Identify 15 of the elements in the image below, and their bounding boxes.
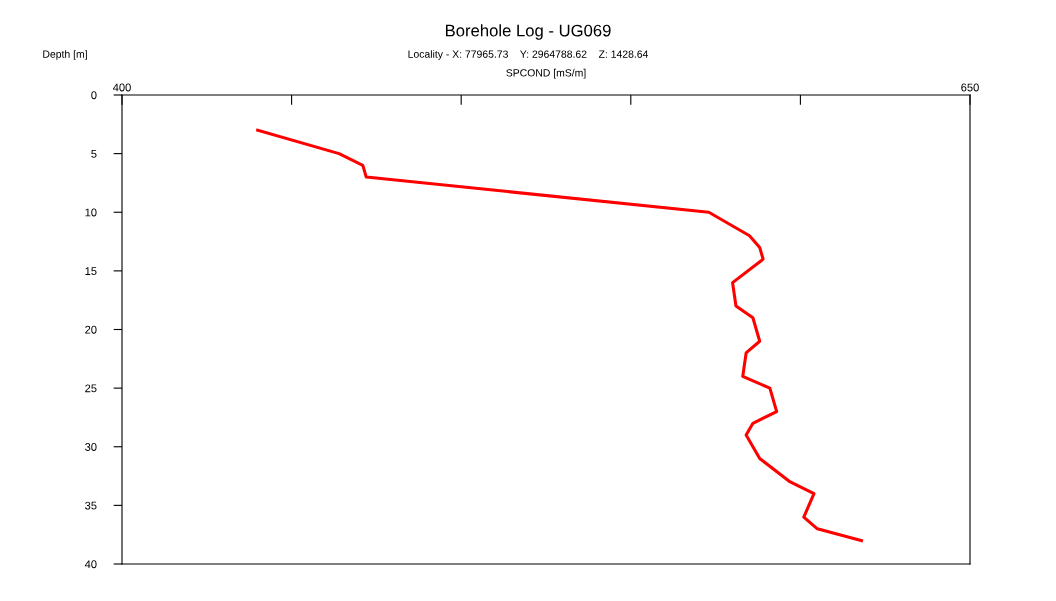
y-tick-label: 25 [85,384,97,393]
y-tick-label: 15 [85,267,97,276]
x-axis-title: SPCOND [mS/m] [506,68,586,79]
chart-title: Borehole Log - UG069 [445,24,611,40]
y-tick-label: 5 [91,150,97,158]
y-tick-label: 10 [85,208,97,217]
chart-subtitle: Locality - X: 77965.73 Y: 2964788.62 Z: 1428.64 [408,50,649,60]
x-tick-label: 400 [112,83,131,92]
y-tick-label: 20 [85,325,97,334]
y-tick-label: 0 [91,91,97,100]
y-tick-label: 35 [85,501,97,510]
x-tick-label: 650 [961,83,979,92]
y-tick-label: 40 [84,560,97,569]
y-axis-title: Depth [m] [43,50,87,60]
y-tick-label: 30 [85,443,97,451]
